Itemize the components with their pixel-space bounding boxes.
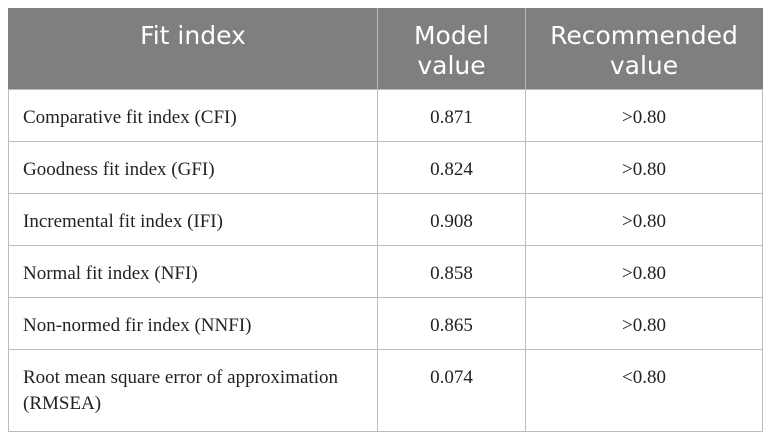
cell-recommended-value: <0.80 (525, 349, 763, 432)
header-recommended-value: Recommended value (525, 8, 763, 90)
cell-recommended-value: >0.80 (525, 245, 763, 298)
table-row: Incremental fit index (IFI) 0.908 >0.80 (8, 193, 763, 246)
cell-fit-index: Goodness fit index (GFI) (8, 141, 378, 194)
cell-model-value: 0.858 (377, 245, 526, 298)
cell-recommended-value: >0.80 (525, 89, 763, 142)
table-body: Comparative fit index (CFI) 0.871 >0.80 … (8, 89, 763, 432)
fit-index-table-container: Fit index Model value Recommended value … (8, 8, 763, 432)
cell-fit-index: Normal fit index (NFI) (8, 245, 378, 298)
table-row: Normal fit index (NFI) 0.858 >0.80 (8, 245, 763, 298)
cell-model-value: 0.871 (377, 89, 526, 142)
header-fit-index: Fit index (8, 8, 378, 90)
header-row: Fit index Model value Recommended value (8, 8, 763, 90)
table-row: Goodness fit index (GFI) 0.824 >0.80 (8, 141, 763, 194)
cell-recommended-value: >0.80 (525, 297, 763, 350)
cell-fit-index: Non-normed fir index (NNFI) (8, 297, 378, 350)
table-row: Root mean square error of approximation … (8, 349, 763, 432)
cell-model-value: 0.865 (377, 297, 526, 350)
table-header: Fit index Model value Recommended value (8, 8, 763, 90)
cell-fit-index: Comparative fit index (CFI) (8, 89, 378, 142)
cell-fit-index: Root mean square error of approximation … (8, 349, 378, 432)
cell-model-value: 0.824 (377, 141, 526, 194)
cell-fit-index: Incremental fit index (IFI) (8, 193, 378, 246)
table-row: Comparative fit index (CFI) 0.871 >0.80 (8, 89, 763, 142)
cell-recommended-value: >0.80 (525, 141, 763, 194)
fit-index-table: Fit index Model value Recommended value … (8, 8, 763, 432)
cell-recommended-value: >0.80 (525, 193, 763, 246)
cell-model-value: 0.074 (377, 349, 526, 432)
header-model-value: Model value (377, 8, 526, 90)
cell-model-value: 0.908 (377, 193, 526, 246)
table-row: Non-normed fir index (NNFI) 0.865 >0.80 (8, 297, 763, 350)
